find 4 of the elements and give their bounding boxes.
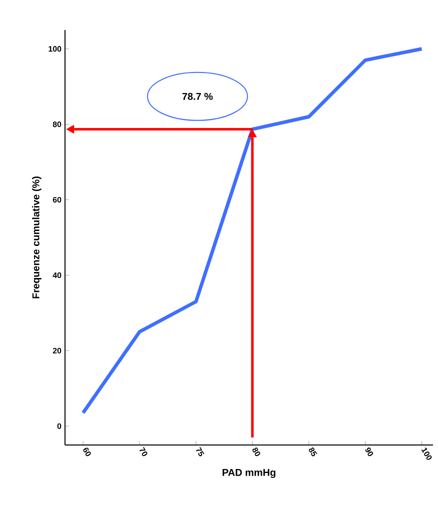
y-axis-title: Frequenze cumulative (%) [32,176,42,298]
line-series [81,47,424,415]
annotation: 78.7 % [182,92,213,100]
x-axis-title: PAD mmHg [222,469,276,478]
